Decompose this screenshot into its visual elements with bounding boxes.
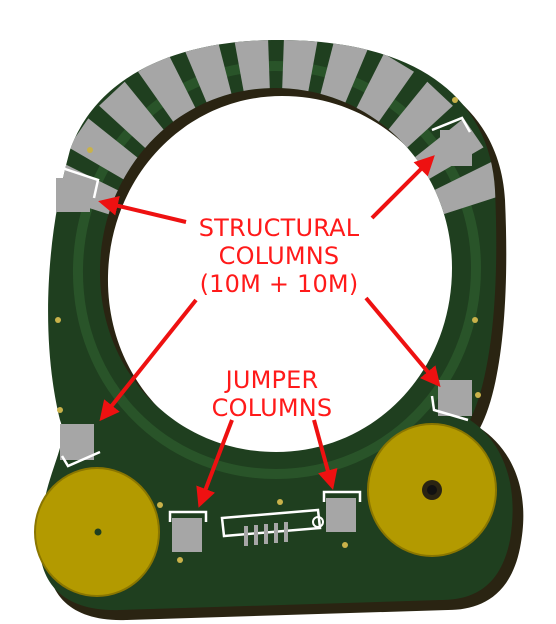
- arrow-to-jumper-left: [196, 419, 234, 508]
- jumper-columns-label: JUMPER COLUMNS: [212, 366, 333, 422]
- arrow-to-top-right-column: [370, 155, 435, 220]
- structural-columns-label: STRUCTURAL COLUMNS (10M + 10M): [199, 214, 360, 298]
- annotation-arrows: [98, 155, 441, 508]
- jumper-label-line-1: JUMPER: [224, 366, 319, 394]
- structural-column-bottom-left: [60, 424, 101, 468]
- jumper-column-right: [322, 490, 362, 532]
- arrow-to-jumper-right: [312, 419, 338, 490]
- structural-label-line-3: (10M + 10M): [200, 270, 359, 298]
- arrow-to-bottom-right-column: [364, 296, 441, 388]
- gold-pad-left: [34, 467, 160, 597]
- structural-label-line-2: COLUMNS: [219, 242, 340, 270]
- structural-column-top-left: [56, 166, 100, 212]
- connector-footprint: [220, 508, 324, 546]
- structural-label-line-1: STRUCTURAL: [199, 214, 360, 242]
- jumper-label-line-2: COLUMNS: [212, 394, 333, 422]
- arrow-to-top-left-column: [98, 195, 187, 224]
- gold-pad-right: [367, 423, 497, 557]
- jumper-column-left: [168, 510, 208, 552]
- arrow-to-bottom-left-column: [99, 298, 198, 422]
- structural-column-top-right: [431, 116, 472, 166]
- trace-ring: [72, 60, 482, 480]
- structural-column-bottom-right: [430, 380, 472, 422]
